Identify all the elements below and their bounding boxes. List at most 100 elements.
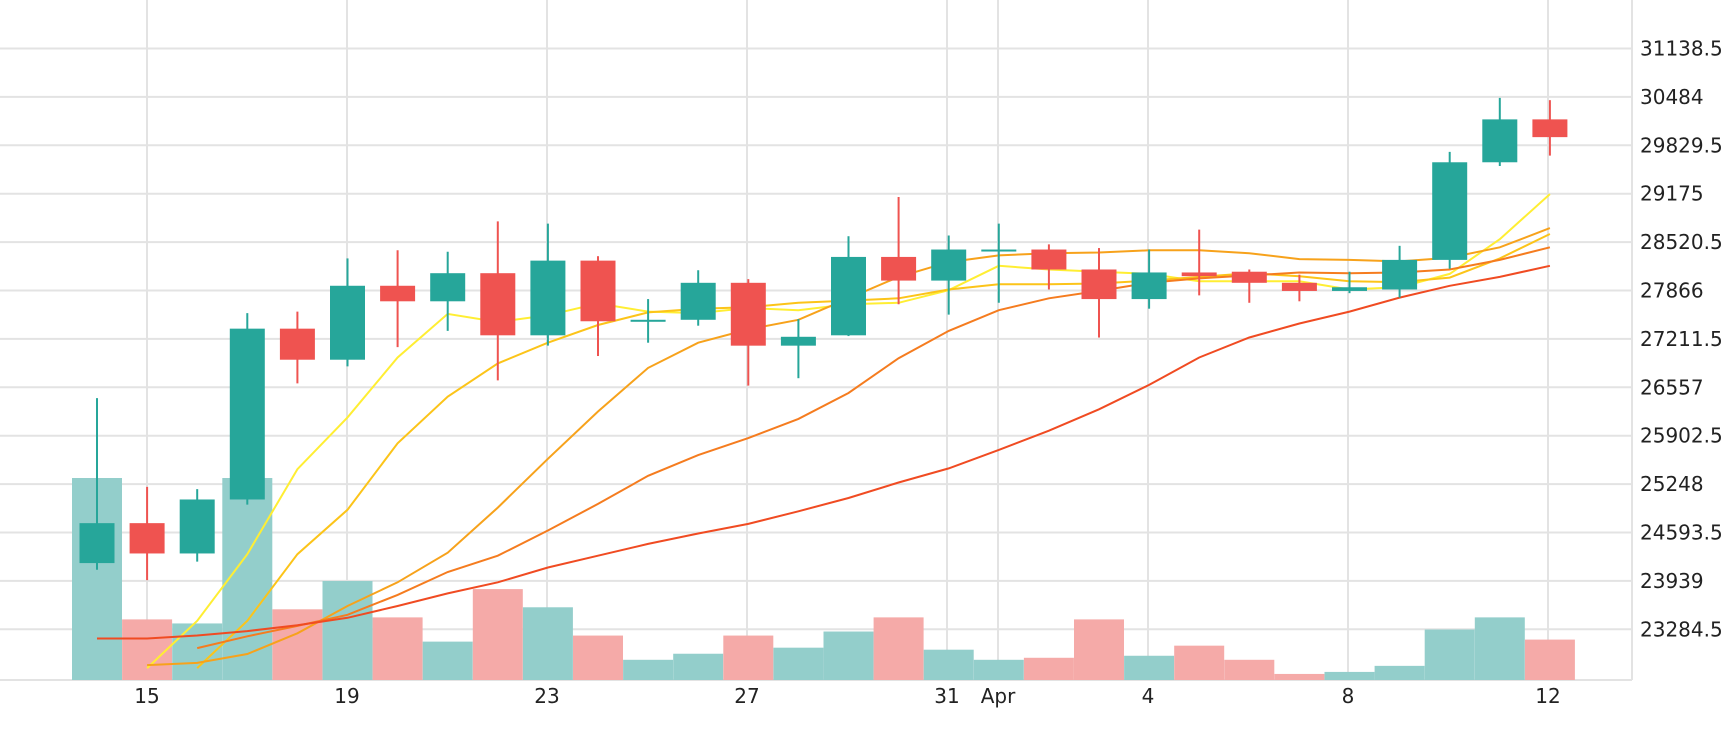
y-axis: 31138.5 30484 29829.5 29175 28520.5 27866 2721… xyxy=(1640,37,1723,642)
candle-body xyxy=(881,256,917,281)
moving-average-line xyxy=(196,233,1551,669)
volume-bar xyxy=(1524,639,1575,680)
candle-body xyxy=(79,523,115,564)
y-tick-label: 26557 xyxy=(1640,375,1704,399)
volume-bars xyxy=(72,478,1575,680)
volume-bar xyxy=(422,641,473,680)
candle xyxy=(780,319,816,379)
volume-bar xyxy=(1474,617,1525,680)
volume-bar xyxy=(1324,671,1375,680)
candle-body xyxy=(430,273,466,302)
candle-body xyxy=(279,328,315,360)
candle-body xyxy=(179,499,215,554)
candle xyxy=(831,236,866,337)
candle-body xyxy=(1231,271,1267,283)
candles xyxy=(79,97,1568,581)
volume-bar xyxy=(773,647,824,680)
candle xyxy=(1532,100,1568,156)
candle-body xyxy=(1332,287,1367,291)
x-tick-label: 31 xyxy=(934,684,959,708)
candle-body xyxy=(229,328,265,500)
candle-body xyxy=(1281,282,1317,291)
x-tick-label: 19 xyxy=(334,684,359,708)
candle xyxy=(480,221,516,381)
y-tick-label: 23939 xyxy=(1640,569,1704,593)
candle-body xyxy=(780,336,816,346)
candle xyxy=(430,251,466,331)
volume-bar xyxy=(1074,619,1124,680)
candle xyxy=(981,223,1017,303)
x-tick-label: 12 xyxy=(1535,684,1560,708)
y-tick-label: 25902.5 xyxy=(1640,424,1723,448)
candle-body xyxy=(580,260,616,322)
candle xyxy=(1181,229,1217,296)
volume-bar xyxy=(1224,659,1275,680)
candle xyxy=(279,311,315,384)
x-tick-label: 15 xyxy=(134,684,159,708)
volume-bar xyxy=(1424,629,1475,680)
candle-body xyxy=(630,319,666,322)
candle xyxy=(1382,245,1418,298)
candle-body xyxy=(1181,272,1217,277)
candle-body xyxy=(981,249,1017,252)
volume-bar xyxy=(472,589,523,680)
candle xyxy=(931,235,967,315)
x-tick-label: 4 xyxy=(1142,684,1155,708)
x-tick-label: Apr xyxy=(981,684,1016,708)
x-tick-label: 8 xyxy=(1342,684,1355,708)
candle-body xyxy=(380,285,416,302)
candle xyxy=(380,250,416,348)
volume-bar xyxy=(322,581,373,680)
candle xyxy=(179,489,215,562)
y-tick-label: 29829.5 xyxy=(1640,133,1723,157)
volume-bar xyxy=(923,649,974,680)
moving-average-lines xyxy=(97,193,1551,669)
candle xyxy=(680,270,716,326)
y-tick-label: 31138.5 xyxy=(1640,37,1723,61)
candle xyxy=(1131,249,1167,309)
volume-bar xyxy=(122,619,173,680)
candle-body xyxy=(1031,249,1067,270)
candle xyxy=(229,313,265,505)
volume-bar xyxy=(673,653,724,680)
volume-bar xyxy=(573,635,623,680)
candle xyxy=(79,398,115,570)
candle xyxy=(330,258,365,367)
volume-bar xyxy=(1124,655,1175,680)
candle xyxy=(1031,244,1067,290)
volume-bar xyxy=(823,631,874,680)
volume-bar xyxy=(1023,657,1074,680)
y-tick-label: 27211.5 xyxy=(1640,327,1723,351)
candle xyxy=(1081,248,1117,338)
candle xyxy=(530,223,566,346)
candle-body xyxy=(1482,119,1518,163)
candle-body xyxy=(831,256,866,336)
candle-body xyxy=(1131,272,1167,300)
candle xyxy=(881,197,917,305)
y-tick-label: 28520.5 xyxy=(1640,230,1723,254)
candle xyxy=(1281,274,1317,302)
candle xyxy=(580,256,616,357)
candle-body xyxy=(129,523,165,554)
candle-body xyxy=(1532,119,1568,138)
candle xyxy=(1332,271,1367,294)
candle-body xyxy=(1382,259,1418,290)
x-tick-label: 27 xyxy=(734,684,759,708)
volume-bar xyxy=(372,617,423,680)
volume-bar xyxy=(522,607,573,680)
y-tick-label: 29175 xyxy=(1640,182,1704,206)
volume-bar xyxy=(1374,665,1425,680)
candle xyxy=(1432,151,1468,269)
y-tick-label: 25248 xyxy=(1640,472,1704,496)
candle xyxy=(730,279,766,386)
candle-body xyxy=(480,273,516,336)
candle-body xyxy=(680,282,716,320)
candle-body xyxy=(931,249,967,281)
candle-body xyxy=(1432,162,1468,260)
volume-bar xyxy=(723,635,774,680)
candle-body xyxy=(530,260,566,336)
y-tick-label: 24593.5 xyxy=(1640,521,1723,545)
volume-bar xyxy=(873,617,924,680)
volume-bar xyxy=(973,659,1024,680)
